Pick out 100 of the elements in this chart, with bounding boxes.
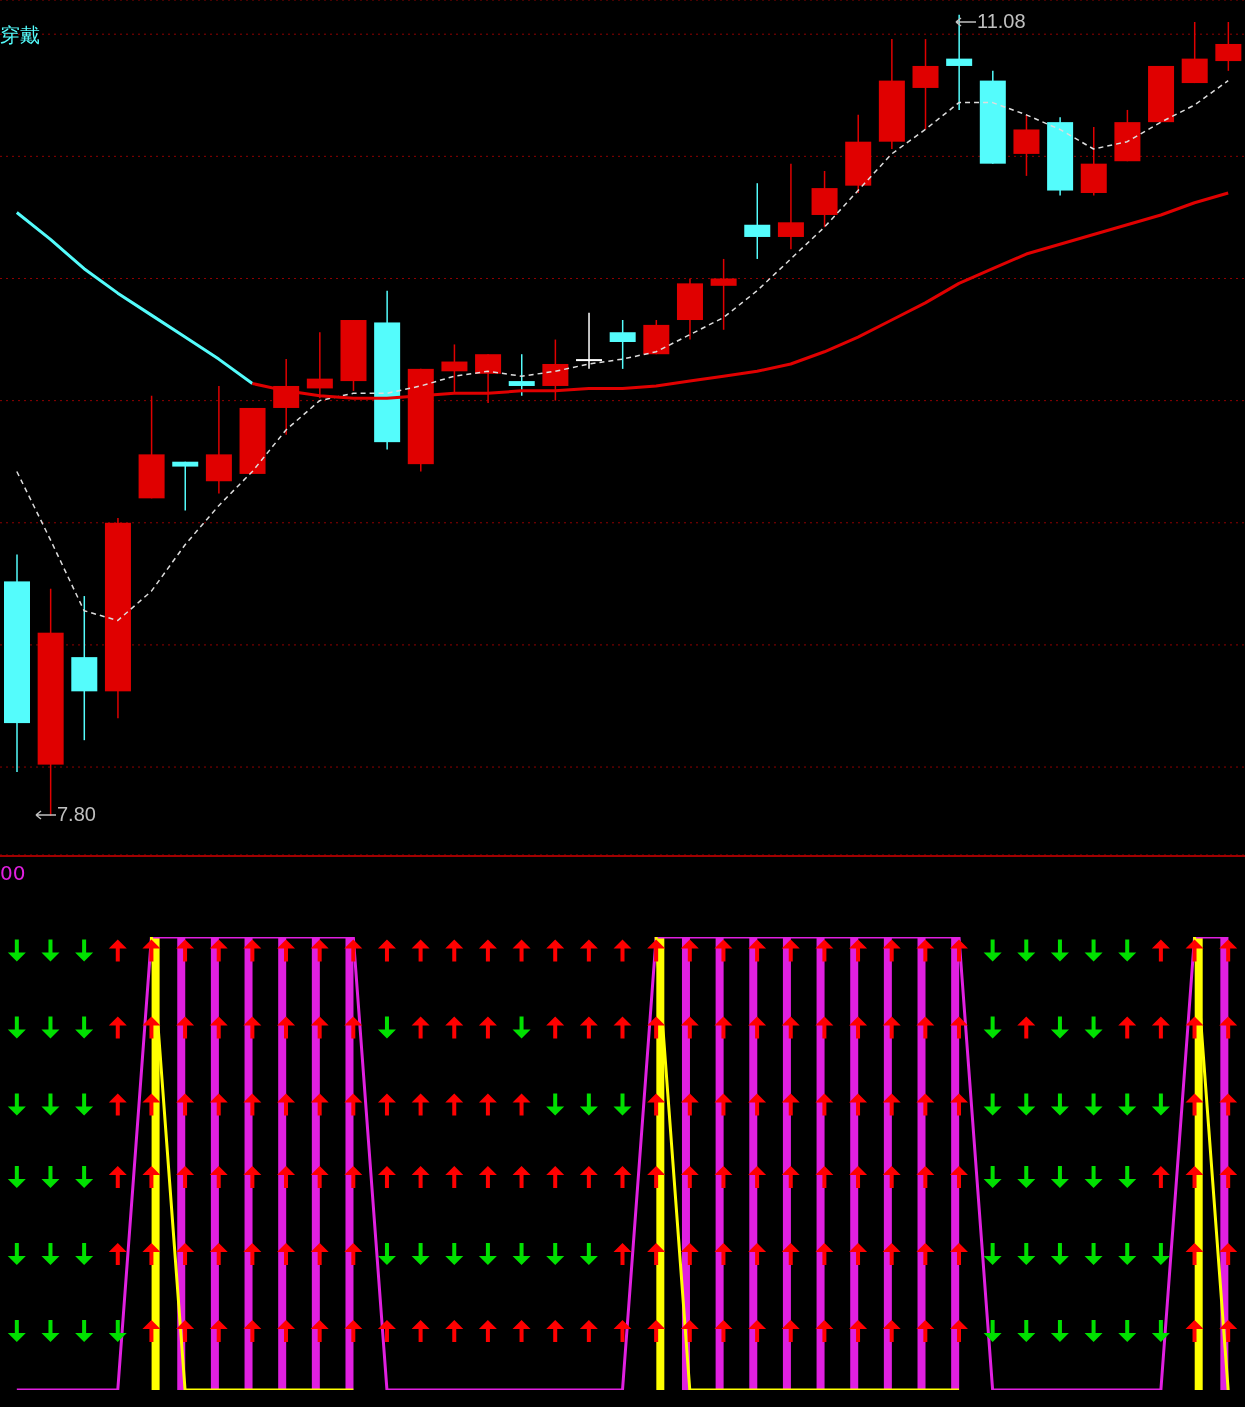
- point: [41, 1320, 60, 1343]
- point: [983, 1320, 1002, 1343]
- point: [310, 1093, 329, 1116]
- point: [7, 1166, 26, 1189]
- point: [849, 1093, 868, 1116]
- point: [1050, 1243, 1069, 1266]
- candlestick: [508, 353, 535, 397]
- point: [209, 1320, 228, 1343]
- point: [1118, 939, 1137, 962]
- point: [546, 1016, 565, 1039]
- point: [1017, 1016, 1036, 1039]
- point: [176, 1166, 195, 1189]
- point: [142, 1166, 161, 1189]
- point: [75, 1093, 94, 1116]
- point: [243, 1243, 262, 1266]
- point: [41, 1093, 60, 1116]
- text: 穿戴: [0, 22, 40, 49]
- point: [445, 1166, 464, 1189]
- point: [176, 1016, 195, 1039]
- point: [748, 939, 767, 962]
- point: [647, 939, 666, 962]
- point: [1050, 1166, 1069, 1189]
- point: [882, 1320, 901, 1343]
- point: [75, 1166, 94, 1189]
- point: [916, 1243, 935, 1266]
- point: [344, 1016, 363, 1039]
- point: [579, 939, 598, 962]
- point: [1219, 1093, 1238, 1116]
- point: [1185, 1093, 1204, 1116]
- point: [377, 1320, 396, 1343]
- point: [445, 1093, 464, 1116]
- point: [680, 1016, 699, 1039]
- point: [277, 1016, 296, 1039]
- point: [714, 1016, 733, 1039]
- point: [478, 1320, 497, 1343]
- point: [344, 1166, 363, 1189]
- point: [209, 1166, 228, 1189]
- point: [209, 1243, 228, 1266]
- point: [209, 1016, 228, 1039]
- point: [781, 1016, 800, 1039]
- point: [75, 1320, 94, 1343]
- point: [849, 1166, 868, 1189]
- point: [613, 1166, 632, 1189]
- point: [983, 939, 1002, 962]
- point: [1050, 1320, 1069, 1343]
- point: [916, 1016, 935, 1039]
- point: [377, 1243, 396, 1266]
- point: [75, 939, 94, 962]
- point: [748, 1093, 767, 1116]
- point: [209, 939, 228, 962]
- point: [781, 1093, 800, 1116]
- point: [344, 1093, 363, 1116]
- point: [949, 939, 968, 962]
- point: [478, 1166, 497, 1189]
- point: [1185, 1320, 1204, 1343]
- point: [1151, 1093, 1170, 1116]
- point: [579, 1320, 598, 1343]
- point: [277, 939, 296, 962]
- point: [546, 939, 565, 962]
- point: [512, 1166, 531, 1189]
- point: [445, 1243, 464, 1266]
- point: [613, 939, 632, 962]
- point: [613, 1016, 632, 1039]
- point: [41, 1243, 60, 1266]
- point: [714, 1093, 733, 1116]
- point: [243, 1016, 262, 1039]
- point: [781, 1320, 800, 1343]
- point: [1118, 1166, 1137, 1189]
- point: [310, 1320, 329, 1343]
- point: [714, 1243, 733, 1266]
- point: [7, 1243, 26, 1266]
- point: [512, 1320, 531, 1343]
- point: [1151, 1243, 1170, 1266]
- point: [512, 1243, 531, 1266]
- annotation: 7.80: [57, 803, 96, 826]
- candlestick: [744, 182, 771, 260]
- point: [1017, 1166, 1036, 1189]
- point: [243, 1093, 262, 1116]
- point: [714, 939, 733, 962]
- point: [714, 1166, 733, 1189]
- point: [1151, 1016, 1170, 1039]
- point: [411, 1016, 430, 1039]
- point: [815, 939, 834, 962]
- point: [1017, 1243, 1036, 1266]
- point: [613, 1093, 632, 1116]
- point: [1050, 1093, 1069, 1116]
- point: [142, 1320, 161, 1343]
- point: [1118, 1320, 1137, 1343]
- point: [310, 1016, 329, 1039]
- point: [882, 939, 901, 962]
- point: [1118, 1243, 1137, 1266]
- point: [647, 1320, 666, 1343]
- point: [478, 939, 497, 962]
- point: [1219, 1320, 1238, 1343]
- point: [815, 1166, 834, 1189]
- point: [849, 1243, 868, 1266]
- point: [277, 1093, 296, 1116]
- point: [176, 939, 195, 962]
- point: [1219, 1243, 1238, 1266]
- point: [1084, 1093, 1103, 1116]
